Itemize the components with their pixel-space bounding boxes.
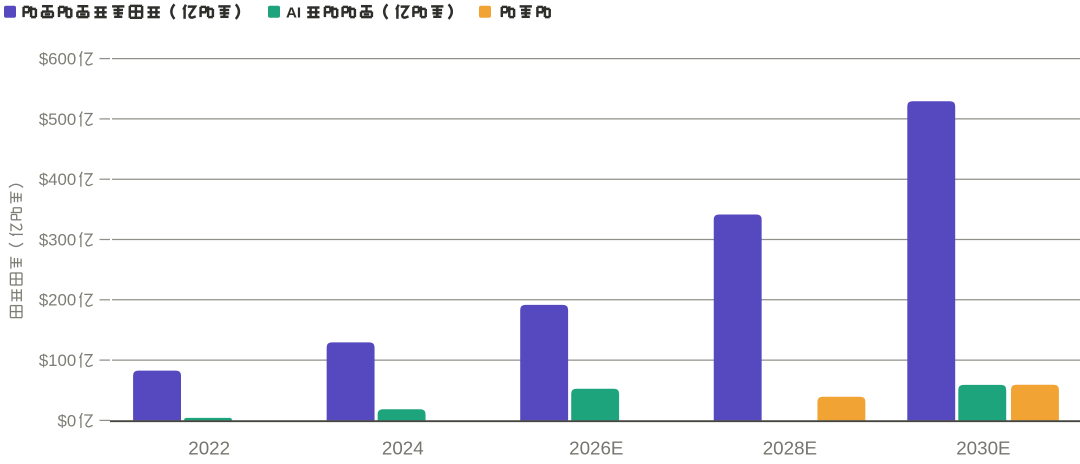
svg-text:$500: $500 [39,110,76,129]
svg-text:AI: AI [286,5,301,22]
svg-text:2026E: 2026E [569,437,623,458]
svg-text:2030E: 2030E [956,437,1010,458]
svg-text:$200: $200 [39,291,76,310]
svg-text:$300: $300 [39,230,76,249]
svg-text:$0: $0 [58,411,77,430]
svg-text:2024: 2024 [382,437,424,458]
svg-text:$400: $400 [39,170,76,189]
svg-text:2028E: 2028E [763,437,817,458]
svg-text:$100: $100 [39,351,76,370]
svg-text:2022: 2022 [188,437,230,458]
svg-text:$600: $600 [39,49,76,68]
